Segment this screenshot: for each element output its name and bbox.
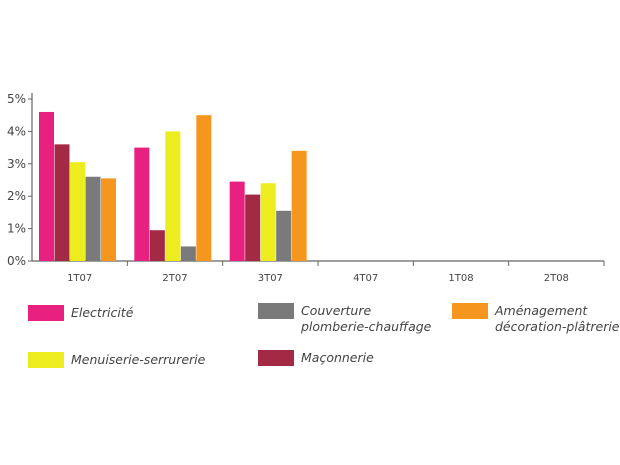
bar-menuiserie-serrurerie-1t07: [70, 162, 85, 261]
y-tick-label: 3%: [7, 157, 26, 171]
x-axis: 1T07 2T07 3T07 4T07 1T08 2T08: [32, 260, 605, 284]
bar-electricite-1t07: [39, 111, 54, 262]
bar-couverture-plomberie-chauffage-1t07: [85, 176, 101, 261]
y-axis: 0% 1% 2% 3% 4% 5%: [7, 92, 33, 268]
y-tick-label: 4%: [7, 124, 26, 138]
bar-maconnerie-1t07: [54, 144, 70, 261]
bar-maconnerie-3t07: [245, 194, 261, 261]
bars: [39, 111, 307, 262]
y-tick-label: 5%: [7, 92, 26, 106]
x-tick-label: 2T08: [544, 273, 569, 284]
x-tick-label: 1T08: [448, 273, 473, 284]
bar-electricite-2t07: [134, 147, 150, 261]
bar-electricite-3t07: [229, 181, 245, 261]
bar-amenagement-decoration-platrerie-1t07: [101, 178, 116, 261]
bar-couverture-plomberie-chauffage-3t07: [276, 210, 292, 261]
y-tick-label: 0%: [7, 254, 26, 268]
bar-amenagement-decoration-platrerie-3t07: [291, 150, 307, 261]
y-tick-label: 2%: [7, 189, 26, 203]
x-tick-label: 1T07: [67, 273, 92, 284]
bar-couverture-plomberie-chauffage-2t07: [180, 246, 196, 261]
y-tick-label: 1%: [7, 222, 26, 236]
x-tick-label: 4T07: [353, 273, 378, 284]
x-tick-label: 2T07: [162, 273, 187, 284]
bar-maconnerie-2t07: [149, 230, 165, 261]
x-tick-label: 3T07: [258, 273, 283, 284]
bar-amenagement-decoration-platrerie-2t07: [196, 115, 212, 261]
bar-menuiserie-serrurerie-3t07: [260, 183, 276, 261]
bar-menuiserie-serrurerie-2t07: [165, 131, 181, 261]
